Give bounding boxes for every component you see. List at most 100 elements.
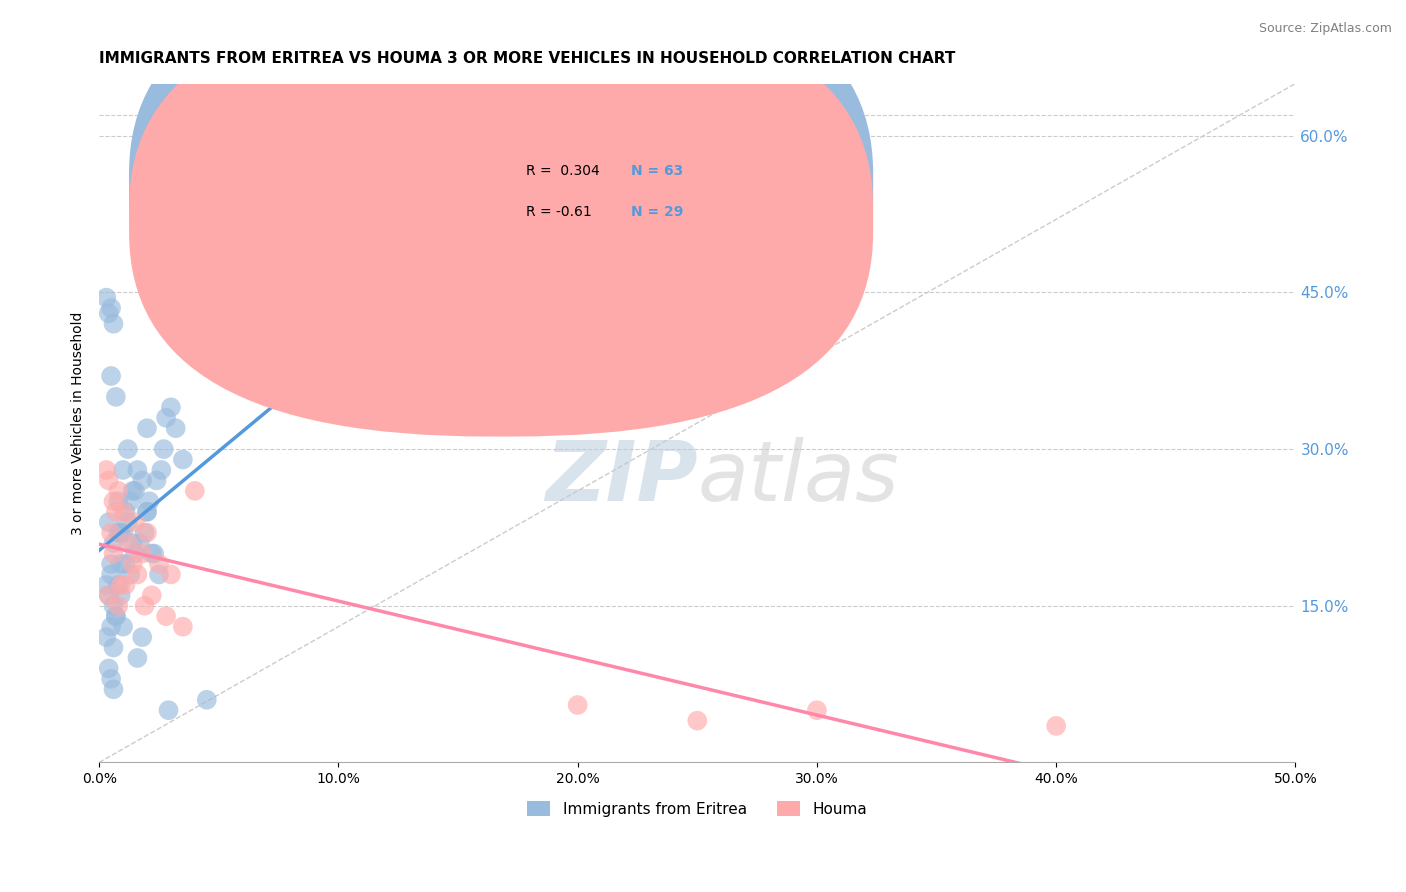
Point [97,661,120,675]
Point [100,672,122,686]
Point [100,368,122,383]
Point [107,483,129,498]
Point [103,494,125,508]
Text: N = 29: N = 29 [631,205,683,219]
Point [136,505,159,519]
Point [107,494,129,508]
FancyBboxPatch shape [464,152,751,243]
Point [1045,719,1067,733]
Point [96,291,118,305]
Point [112,525,135,540]
Point [97,515,120,529]
Point [152,442,174,456]
FancyBboxPatch shape [129,0,873,403]
Text: atlas: atlas [697,437,898,517]
Point [136,421,159,435]
Point [104,609,127,624]
Point [179,108,201,122]
Point [131,547,153,561]
Point [184,483,207,498]
FancyBboxPatch shape [129,3,873,436]
Point [107,578,129,592]
Point [114,505,136,519]
Text: Source: ZipAtlas.com: Source: ZipAtlas.com [1258,22,1392,36]
Point [136,525,159,540]
Point [131,630,153,644]
Point [97,588,120,602]
Point [195,692,218,706]
Point [103,640,125,655]
Point [124,547,146,561]
Point [121,483,143,498]
Text: N = 63: N = 63 [631,164,683,178]
Point [145,474,167,488]
Point [96,630,118,644]
Point [124,515,146,529]
Text: ZIP: ZIP [544,437,697,517]
Point [110,578,132,592]
Point [103,599,125,613]
Point [136,505,159,519]
Point [103,317,125,331]
Point [131,474,153,488]
Point [112,505,135,519]
Point [110,557,132,571]
Point [155,410,177,425]
Point [148,557,170,571]
Point [97,588,120,602]
Point [117,442,139,456]
Point [103,547,125,561]
Point [155,609,177,624]
Point [107,599,129,613]
Point [103,682,125,697]
Point [134,525,156,540]
Point [100,525,122,540]
Point [97,306,120,320]
Point [160,567,183,582]
Text: R = -0.61: R = -0.61 [526,205,592,219]
Point [97,474,120,488]
Point [806,703,828,717]
Point [138,494,160,508]
Point [104,609,127,624]
Point [100,567,122,582]
Point [121,536,143,550]
Text: IMMIGRANTS FROM ERITREA VS HOUMA 3 OR MORE VEHICLES IN HOUSEHOLD CORRELATION CHA: IMMIGRANTS FROM ERITREA VS HOUMA 3 OR MO… [100,51,956,66]
Point [127,651,149,665]
Point [112,620,135,634]
Point [121,557,143,571]
Point [127,567,149,582]
Point [107,525,129,540]
Point [114,578,136,592]
Point [172,452,194,467]
Point [128,536,150,550]
Point [104,390,127,404]
Point [110,525,132,540]
Legend: Immigrants from Eritrea, Houma: Immigrants from Eritrea, Houma [522,795,873,822]
Point [124,483,146,498]
Point [141,588,163,602]
Point [117,536,139,550]
Point [148,567,170,582]
Point [110,588,132,602]
Point [157,703,180,717]
Point [172,620,194,634]
Y-axis label: 3 or more Vehicles in Household: 3 or more Vehicles in Household [72,311,86,534]
Point [100,620,122,634]
Point [141,547,163,561]
Point [103,536,125,550]
Point [686,714,709,728]
Point [150,463,173,477]
Point [117,515,139,529]
Point [112,463,135,477]
Point [143,547,166,561]
Point [104,505,127,519]
Point [127,463,149,477]
Point [160,401,183,415]
Point [120,567,142,582]
Text: R =  0.304: R = 0.304 [526,164,600,178]
Point [100,557,122,571]
Point [120,494,142,508]
Point [96,578,118,592]
Point [96,463,118,477]
